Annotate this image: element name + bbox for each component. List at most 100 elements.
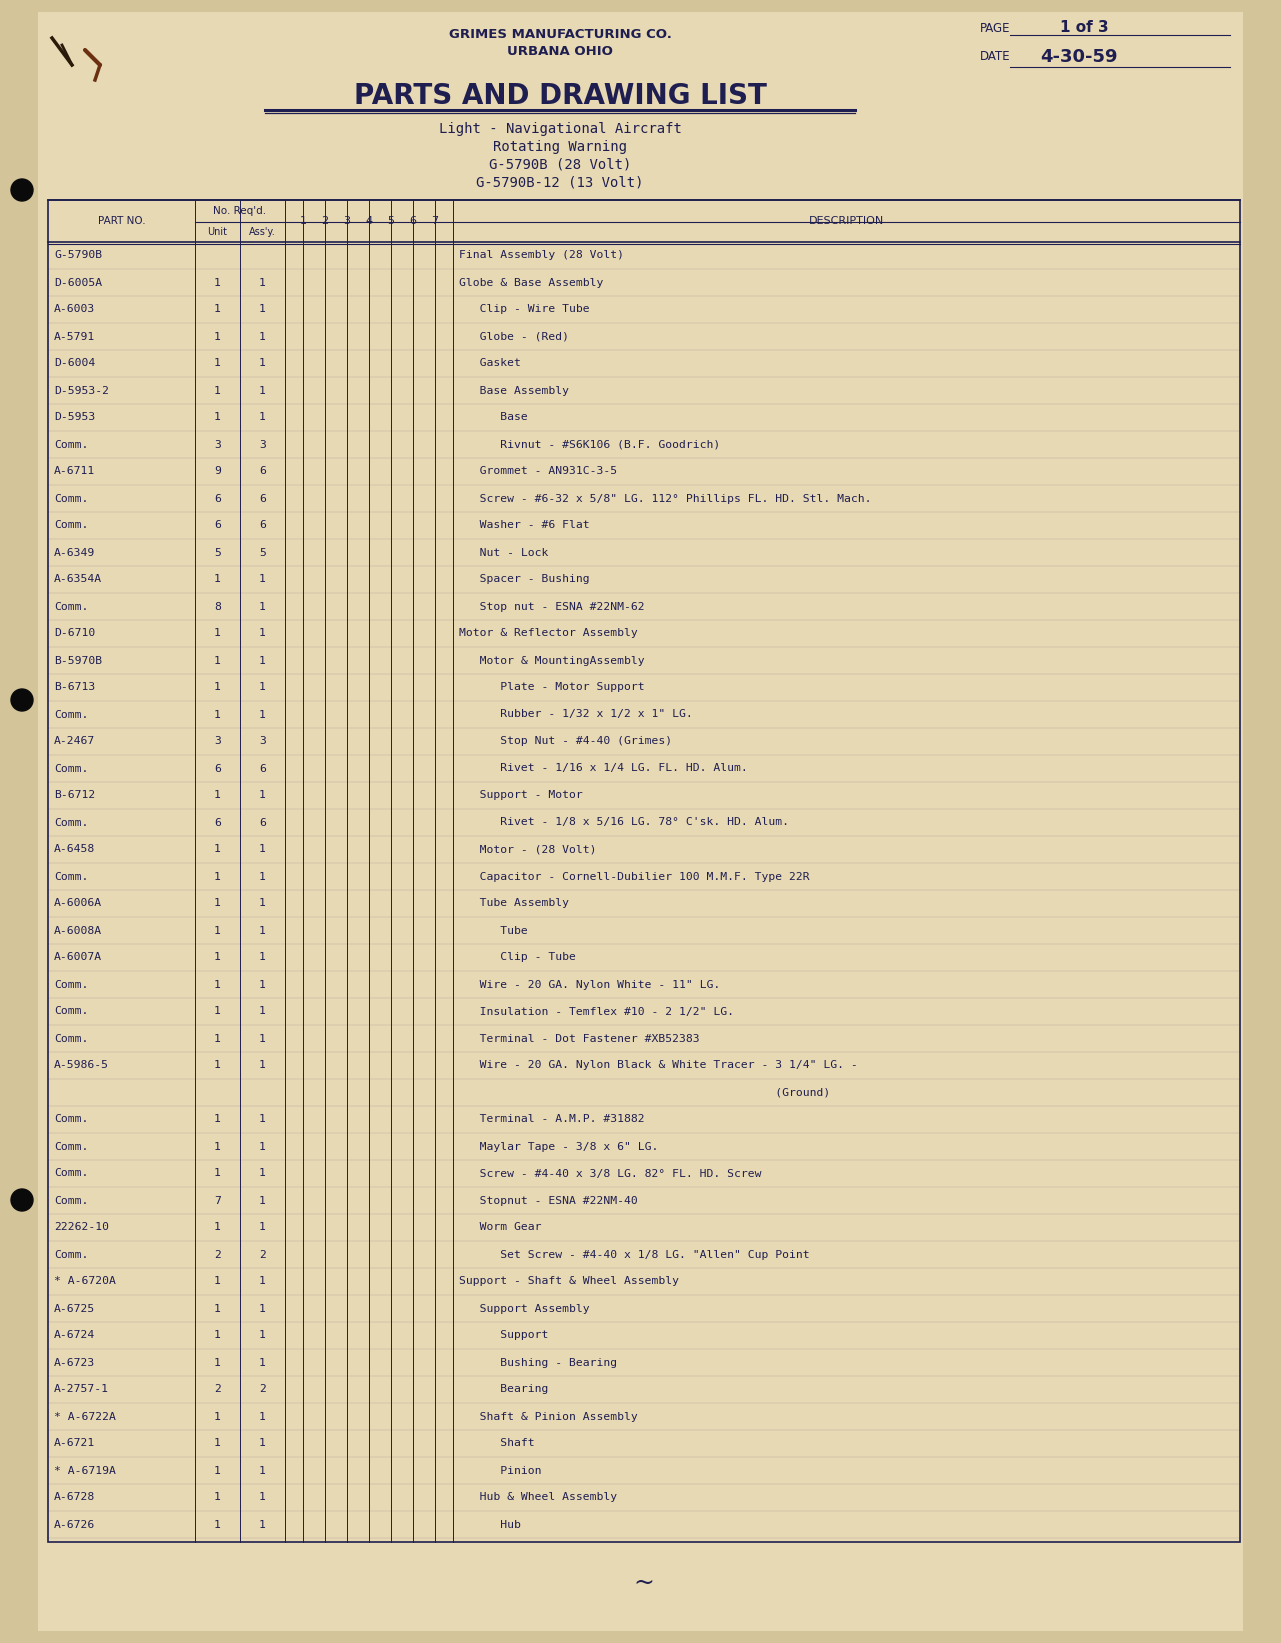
Text: 1: 1 [214,1439,220,1449]
Text: Bearing: Bearing [459,1385,548,1395]
Text: 1: 1 [214,1114,220,1124]
Text: A-6349: A-6349 [54,547,95,557]
Text: 1: 1 [214,1168,220,1178]
Text: Pinion: Pinion [459,1466,542,1475]
Text: 1: 1 [259,953,266,963]
Text: Clip - Tube: Clip - Tube [459,953,576,963]
Text: 1: 1 [300,215,306,227]
Text: 1: 1 [214,1520,220,1530]
Text: 1: 1 [259,304,266,314]
Text: * A-6719A: * A-6719A [54,1466,115,1475]
Text: A-6458: A-6458 [54,845,95,854]
Text: URBANA OHIO: URBANA OHIO [507,44,612,58]
Text: Stop Nut - #4-40 (Grimes): Stop Nut - #4-40 (Grimes) [459,736,673,746]
Text: Base: Base [459,412,528,422]
Text: B-6713: B-6713 [54,682,95,692]
Text: D-5953: D-5953 [54,412,95,422]
Text: D-6004: D-6004 [54,358,95,368]
Text: DESCRIPTION: DESCRIPTION [808,215,884,227]
Text: 1: 1 [259,358,266,368]
Text: 3: 3 [214,736,220,746]
Text: 1: 1 [214,629,220,639]
Text: Washer - #6 Flat: Washer - #6 Flat [459,521,589,531]
Text: A-6354A: A-6354A [54,575,102,585]
Text: Set Screw - #4-40 x 1/8 LG. "Allen" Cup Point: Set Screw - #4-40 x 1/8 LG. "Allen" Cup … [459,1249,810,1260]
Text: 1: 1 [259,1303,266,1313]
Text: Rivet - 1/16 x 1/4 LG. FL. HD. Alum.: Rivet - 1/16 x 1/4 LG. FL. HD. Alum. [459,764,748,774]
Text: 1: 1 [214,1466,220,1475]
Text: 1: 1 [214,1331,220,1341]
Text: Final Assembly (28 Volt): Final Assembly (28 Volt) [459,250,624,261]
Text: 1: 1 [259,925,266,935]
Text: 1: 1 [214,925,220,935]
Text: 1: 1 [259,845,266,854]
Text: 3: 3 [343,215,351,227]
Circle shape [12,688,33,711]
Text: 1: 1 [259,1520,266,1530]
Text: 1: 1 [259,1142,266,1152]
Text: 1: 1 [214,1060,220,1071]
Text: PARTS AND DRAWING LIST: PARTS AND DRAWING LIST [354,82,766,110]
Text: Grommet - AN931C-3-5: Grommet - AN931C-3-5 [459,467,617,476]
Text: 1: 1 [214,790,220,800]
Text: 1: 1 [214,358,220,368]
Text: A-6725: A-6725 [54,1303,95,1313]
Text: 1: 1 [214,1303,220,1313]
Text: 6: 6 [259,764,266,774]
Text: 1: 1 [259,575,266,585]
Text: Worm Gear: Worm Gear [459,1222,542,1232]
Text: Comm.: Comm. [54,979,88,989]
Text: Rivet - 1/8 x 5/16 LG. 78° C'sk. HD. Alum.: Rivet - 1/8 x 5/16 LG. 78° C'sk. HD. Alu… [459,818,789,828]
Text: Terminal - Dot Fastener #XB52383: Terminal - Dot Fastener #XB52383 [459,1033,699,1043]
Text: Tube Assembly: Tube Assembly [459,899,569,909]
Text: 1: 1 [259,332,266,342]
Text: Globe & Base Assembly: Globe & Base Assembly [459,278,603,288]
Text: * A-6722A: * A-6722A [54,1411,115,1421]
Text: 1: 1 [259,871,266,882]
Text: G-5790B (28 Volt): G-5790B (28 Volt) [489,158,632,173]
Text: 1: 1 [259,1277,266,1286]
Text: Screw - #6-32 x 5/8" LG. 112° Phillips FL. HD. Stl. Mach.: Screw - #6-32 x 5/8" LG. 112° Phillips F… [459,493,871,503]
Text: Unit: Unit [208,227,228,237]
Text: 1: 1 [259,710,266,720]
Text: D-6710: D-6710 [54,629,95,639]
Text: Base Assembly: Base Assembly [459,386,569,396]
Bar [47,200,1240,1543]
Text: 7: 7 [214,1196,220,1206]
Text: 1: 1 [214,979,220,989]
Text: Hub: Hub [459,1520,521,1530]
Text: 1: 1 [214,278,220,288]
Text: Comm.: Comm. [54,1007,88,1017]
Text: 1: 1 [214,1033,220,1043]
Text: 1: 1 [259,1222,266,1232]
Text: Comm.: Comm. [54,1249,88,1260]
Text: 1: 1 [259,656,266,665]
Text: 1: 1 [214,1142,220,1152]
Text: 2: 2 [259,1249,266,1260]
Text: A-5791: A-5791 [54,332,95,342]
Text: Comm.: Comm. [54,439,88,450]
Text: 1: 1 [259,1466,266,1475]
Text: Support - Motor: Support - Motor [459,790,583,800]
Text: 1: 1 [214,899,220,909]
Text: Clip - Wire Tube: Clip - Wire Tube [459,304,589,314]
Text: Stopnut - ESNA #22NM-40: Stopnut - ESNA #22NM-40 [459,1196,638,1206]
Text: 1: 1 [259,790,266,800]
Text: Comm.: Comm. [54,1168,88,1178]
Text: (Ground): (Ground) [459,1088,830,1098]
Text: 7: 7 [432,215,438,227]
Text: Bushing - Bearing: Bushing - Bearing [459,1357,617,1367]
Text: A-6721: A-6721 [54,1439,95,1449]
Text: Comm.: Comm. [54,710,88,720]
Text: Motor & MountingAssembly: Motor & MountingAssembly [459,656,644,665]
Text: 3: 3 [259,736,266,746]
Text: Light - Navigational Aircraft: Light - Navigational Aircraft [438,122,681,136]
Text: 6: 6 [214,764,220,774]
Text: A-6003: A-6003 [54,304,95,314]
Text: 1: 1 [259,1331,266,1341]
Text: 1: 1 [259,278,266,288]
Text: 1: 1 [259,601,266,611]
Text: Wire - 20 GA. Nylon Black & White Tracer - 3 1/4" LG. -: Wire - 20 GA. Nylon Black & White Tracer… [459,1060,858,1071]
Text: 6: 6 [259,521,266,531]
Text: Comm.: Comm. [54,1033,88,1043]
